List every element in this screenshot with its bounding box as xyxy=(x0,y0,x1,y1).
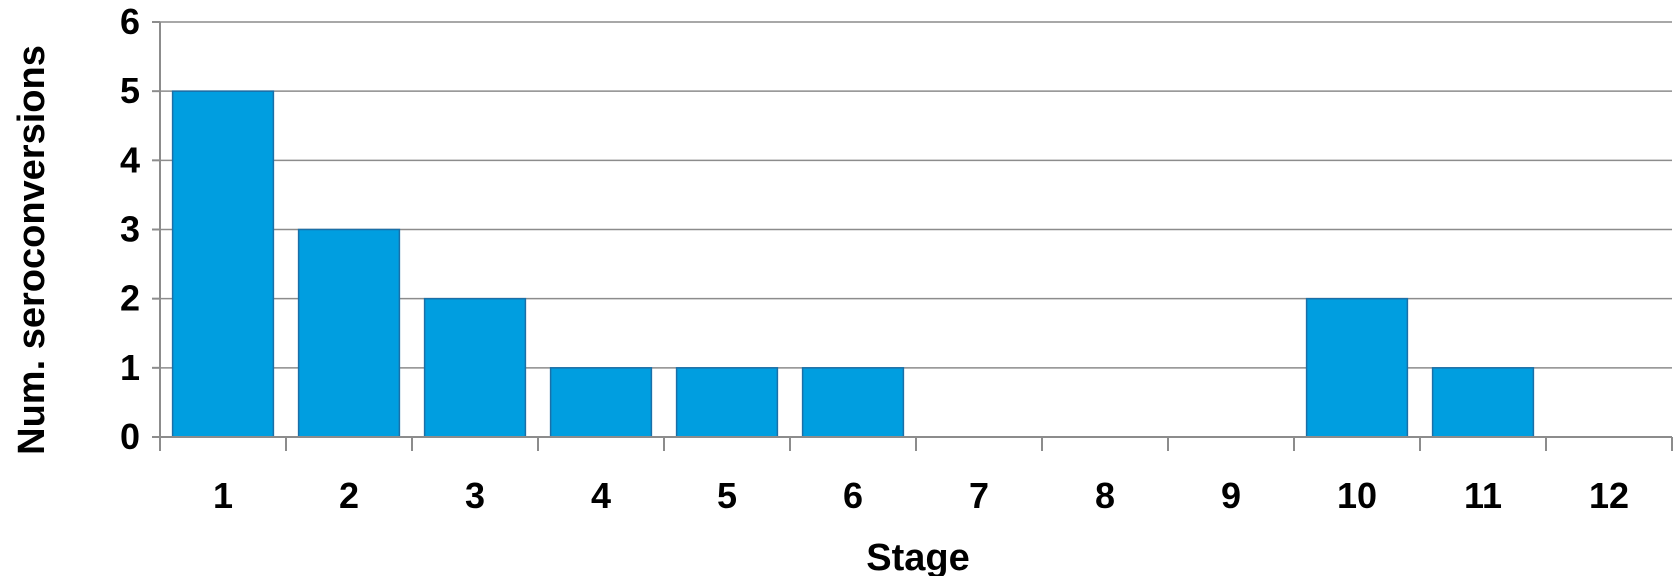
x-tick-label: 2 xyxy=(339,475,359,516)
bar-stage-2 xyxy=(297,228,401,438)
y-axis-title: Num. seroconversions xyxy=(11,45,53,455)
x-tick-labels: 1 2 3 4 5 6 7 8 9 10 11 12 xyxy=(213,475,1629,516)
axes xyxy=(152,21,1673,451)
x-tick-label: 12 xyxy=(1589,475,1629,516)
y-tick-label: 4 xyxy=(120,139,140,180)
y-tick-label: 5 xyxy=(120,70,140,111)
x-axis-title: Stage xyxy=(866,537,969,576)
bar-stage-6 xyxy=(801,367,905,438)
y-tick-label: 2 xyxy=(120,278,140,319)
gridlines xyxy=(160,21,1672,369)
bar-stage-10 xyxy=(1305,297,1409,438)
bar-stage-11 xyxy=(1431,367,1535,438)
y-tick-label: 0 xyxy=(120,416,140,457)
x-tick-label: 4 xyxy=(591,475,611,516)
bar-stage-1 xyxy=(171,90,275,438)
x-tick-label: 6 xyxy=(843,475,863,516)
y-tick-labels: 0 1 2 3 4 5 6 xyxy=(120,1,140,457)
x-tick-label: 7 xyxy=(969,475,989,516)
x-tick-label: 11 xyxy=(1464,475,1502,516)
bars xyxy=(171,90,1535,438)
x-tick-label: 1 xyxy=(213,475,233,516)
bar-stage-4 xyxy=(549,367,653,438)
y-tick-label: 6 xyxy=(120,1,140,42)
x-tick-label: 5 xyxy=(717,475,737,516)
bar-stage-3 xyxy=(423,297,527,438)
x-tick-label: 9 xyxy=(1221,475,1241,516)
bar-stage-5 xyxy=(675,367,779,438)
y-tick-label: 3 xyxy=(120,209,140,250)
x-tick-label: 8 xyxy=(1095,475,1115,516)
y-tick-label: 1 xyxy=(120,347,140,388)
x-tick-label: 3 xyxy=(465,475,485,516)
x-tick-label: 10 xyxy=(1337,475,1377,516)
